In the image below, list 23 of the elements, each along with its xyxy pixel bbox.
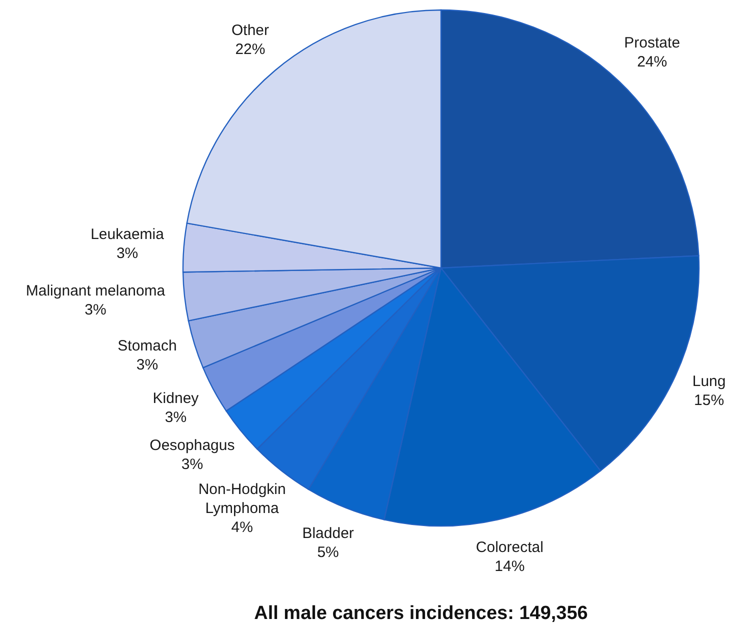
- data-label: 15%: [694, 392, 724, 409]
- data-label: 3%: [164, 408, 187, 426]
- slice-label: Oesophagus: [150, 436, 235, 454]
- slice-label: Malignant melanoma: [26, 282, 166, 300]
- slice-label: Colorectal: [476, 539, 544, 556]
- slice-label: Bladder: [302, 525, 354, 542]
- slice-label: Kidney: [152, 390, 200, 407]
- slice-label: Prostate: [624, 34, 680, 52]
- data-label: 22%: [235, 40, 266, 58]
- data-label: 3%: [84, 301, 106, 318]
- slice-label: Non-Hodgkin Lymphoma: [198, 480, 286, 517]
- data-label: 3%: [181, 456, 204, 473]
- slice-label: Lung: [692, 372, 726, 390]
- data-label: 14%: [494, 558, 525, 576]
- slice-label: Other: [231, 22, 270, 39]
- data-label: 4%: [231, 518, 253, 536]
- text: All male cancers incidences: 149,356: [254, 603, 588, 625]
- data-label: 3%: [136, 356, 158, 374]
- slice-label: Leukaemia: [90, 226, 165, 243]
- data-label: 3%: [116, 244, 138, 262]
- slice-label: Stomach: [118, 338, 177, 355]
- data-label: 5%: [317, 544, 339, 562]
- data-label: 24%: [637, 54, 668, 71]
